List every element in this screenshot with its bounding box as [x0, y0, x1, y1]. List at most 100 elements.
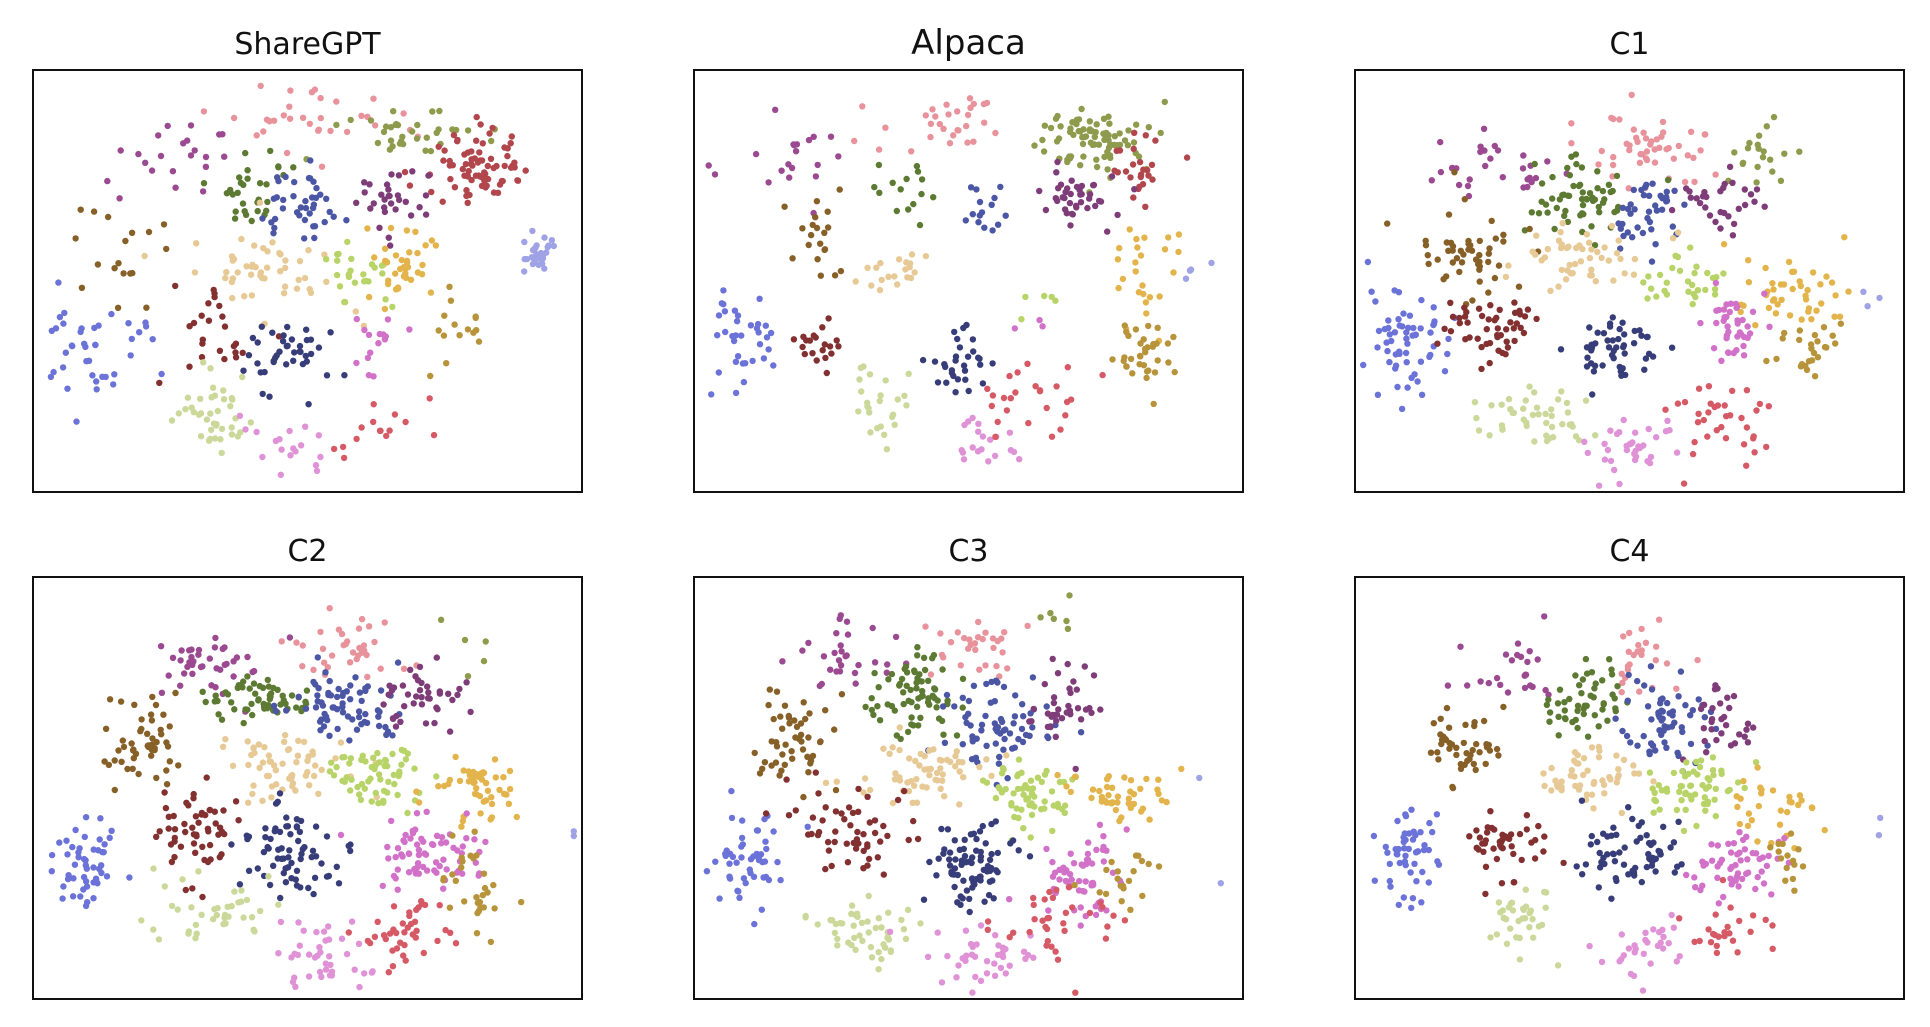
scatter-point [1119, 275, 1127, 283]
scatter-point [216, 302, 223, 310]
scatter-point [471, 790, 479, 798]
scatter-point [1096, 889, 1103, 896]
scatter-point [1652, 202, 1659, 209]
scatter-point [729, 853, 737, 861]
scatter-point [944, 697, 951, 704]
scatter-point [257, 907, 264, 915]
plot-frame [693, 69, 1244, 493]
scatter-point [317, 949, 324, 956]
scatter-point [1070, 860, 1078, 867]
scatter-point [1820, 324, 1828, 331]
scatter-point [325, 923, 332, 930]
scatter-point [770, 362, 777, 369]
scatter-point [1711, 931, 1719, 939]
scatter-point [266, 118, 273, 125]
scatter-point [1599, 199, 1607, 206]
scatter-point [148, 717, 156, 724]
scatter-point [1427, 749, 1435, 756]
scatter-point [1502, 916, 1510, 923]
scatter-point [809, 814, 817, 821]
scatter-point [1743, 726, 1750, 733]
scatter-point [979, 635, 986, 643]
scatter-point [762, 810, 770, 817]
scatter-point [1561, 212, 1568, 220]
scatter-point [866, 371, 874, 378]
scatter-point [1735, 883, 1742, 890]
scatter-point [90, 208, 98, 215]
scatter-point [824, 224, 832, 231]
scatter-point [1154, 324, 1161, 331]
scatter-point [1483, 829, 1491, 836]
scatter-point [1098, 793, 1106, 801]
scatter-point [1601, 860, 1608, 868]
scatter-point [1530, 934, 1537, 941]
scatter-point [1723, 413, 1730, 420]
scatter-point [1066, 685, 1073, 692]
scatter-point [446, 904, 454, 911]
scatter-point [1729, 937, 1737, 944]
scatter-point [1541, 254, 1549, 261]
scatter-point [963, 719, 970, 727]
scatter-point [1475, 846, 1482, 853]
scatter-point [1086, 127, 1093, 134]
scatter-point [259, 390, 266, 398]
scatter-point [1483, 340, 1490, 348]
scatter-point [321, 710, 328, 718]
scatter-point [1675, 693, 1682, 700]
scatter-point [293, 759, 300, 766]
scatter-point [265, 845, 272, 852]
scatter-point [248, 217, 255, 225]
scatter-point [280, 196, 287, 204]
scatter-point [927, 671, 935, 678]
scatter-point [365, 372, 373, 379]
scatter-point [168, 902, 176, 910]
scatter-point [1109, 869, 1117, 876]
scatter-point [233, 654, 241, 661]
scatter-point [1774, 301, 1781, 308]
scatter-point [220, 396, 228, 403]
scatter-point [1664, 699, 1671, 707]
scatter-point [199, 893, 206, 901]
scatter-point [904, 274, 911, 281]
scatter-point [1601, 244, 1608, 251]
scatter-point [756, 770, 764, 777]
scatter-point [1403, 335, 1410, 342]
scatter-point [1700, 800, 1708, 808]
scatter-point [59, 895, 66, 902]
scatter-point [1488, 402, 1495, 409]
scatter-point [361, 970, 368, 977]
scatter-point [1137, 252, 1145, 259]
scatter-point [894, 396, 901, 403]
scatter-point [443, 866, 450, 873]
scatter-point [1447, 299, 1454, 306]
scatter-point [1752, 759, 1760, 766]
scatter-point [834, 942, 841, 949]
scatter-point [336, 283, 344, 290]
scatter-point [1110, 912, 1117, 919]
scatter-point [986, 878, 994, 885]
scatter-point [296, 342, 304, 350]
scatter-point [570, 832, 577, 840]
scatter-point [985, 458, 992, 465]
scatter-point [929, 655, 936, 662]
scatter-point [268, 794, 275, 801]
scatter-point [511, 164, 518, 171]
scatter-point [875, 161, 883, 169]
scatter-point [341, 372, 348, 379]
scatter-point [1595, 743, 1603, 751]
scatter-point [1178, 765, 1185, 773]
scatter-point [459, 817, 467, 825]
scatter-point [1067, 190, 1074, 198]
scatter-point [440, 885, 447, 892]
scatter-point [56, 313, 64, 321]
scatter-point [322, 966, 330, 973]
scatter-point [1065, 884, 1073, 891]
scatter-point [809, 221, 816, 229]
scatter-point [394, 866, 401, 873]
scatter-point [1613, 172, 1621, 180]
scatter-point [930, 746, 937, 753]
scatter-point [1023, 796, 1030, 803]
scatter-point [1665, 940, 1672, 947]
scatter-point [1417, 829, 1424, 836]
scatter-point [212, 692, 219, 699]
